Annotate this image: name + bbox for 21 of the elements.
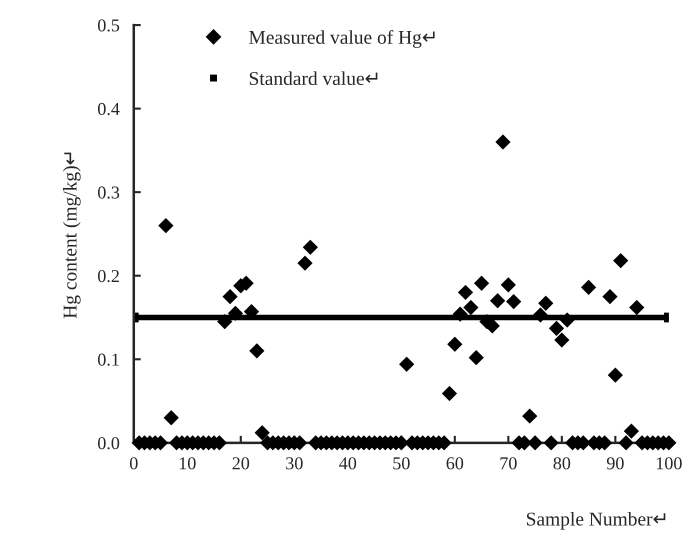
x-tick-label: 10 [180,457,196,470]
x-tick-label: 40 [339,457,356,470]
x-tick-label: 0 [130,457,138,470]
x-tick-label: 80 [553,457,570,470]
x-tick-label: 60 [446,457,464,470]
x-tick-label: 100 [656,457,682,470]
y-tick-label: 0.1 [98,354,119,366]
x-tick-label: 70 [500,457,517,470]
y-tick-label: 0.4 [98,102,120,116]
y-axis-title: Hg content (mg/kg)↵ [62,152,81,318]
x-axis-title: Sample Number↵ [526,512,666,530]
y-tick-label: 0.3 [98,186,120,199]
legend-label: Measured value of Hg↵ [249,30,435,48]
legend-label: Standard value↵ [250,71,378,86]
y-tick-label: 0.2 [98,270,119,282]
y-tick-label: 0.0 [98,437,120,450]
x-tick-label: 30 [286,457,303,470]
x-tick-label: 20 [232,457,250,470]
y-tick-label: 0.5 [98,19,120,32]
x-tick-label: 50 [393,457,410,470]
x-tick-label: 90 [606,457,624,470]
